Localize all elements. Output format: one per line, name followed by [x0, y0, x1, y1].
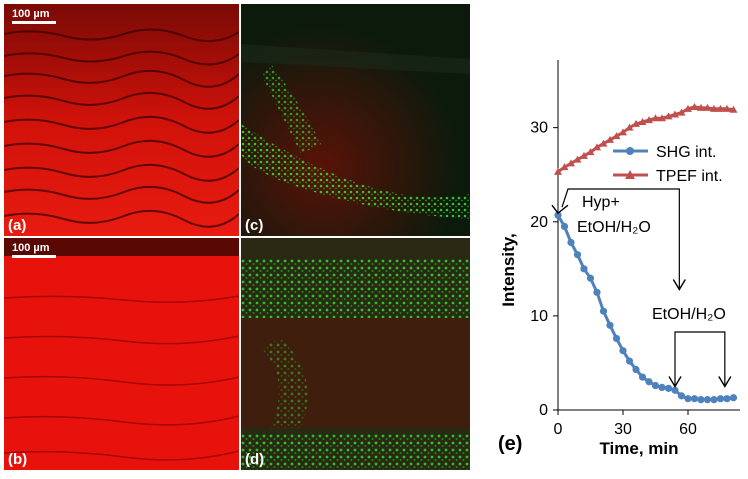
data-point	[664, 112, 673, 120]
data-point	[560, 163, 569, 171]
data-point	[580, 265, 588, 273]
data-point	[593, 143, 601, 151]
data-point	[716, 104, 725, 112]
scale-bar-label: 100 µm	[12, 242, 50, 254]
legend-marker	[625, 170, 635, 179]
micrograph-a: 100 µm (a)	[4, 4, 239, 236]
micrograph-d: (d)	[241, 238, 470, 470]
x-tick-label: 0	[554, 421, 563, 438]
data-point	[710, 396, 718, 404]
data-point	[710, 104, 718, 112]
y-tick-label: 30	[530, 120, 548, 137]
arrowhead-start	[551, 204, 569, 215]
micrograph-b: 100 µm (b)	[4, 238, 239, 470]
data-point	[658, 383, 666, 392]
arrowhead-end	[672, 279, 686, 291]
x-tick-label: 30	[614, 421, 632, 438]
micrograph-a-image	[4, 4, 239, 236]
data-point	[554, 211, 562, 219]
data-point	[723, 104, 731, 112]
y-axis-label: Intensity,	[499, 233, 518, 306]
data-point	[697, 103, 705, 111]
data-point	[554, 167, 562, 175]
data-point	[729, 105, 738, 113]
x-axis-label: Time, min	[599, 439, 678, 458]
annotation-hyp-line2: EtOH/H₂O	[577, 219, 651, 236]
y-tick-label: 0	[539, 402, 548, 419]
data-point	[567, 238, 575, 247]
bracket-hyp	[561, 188, 680, 290]
data-point	[586, 274, 595, 282]
arrowhead-etoh-2	[718, 376, 732, 388]
data-point	[677, 392, 686, 400]
data-point	[619, 128, 627, 136]
data-point	[560, 222, 569, 231]
series-line-tpef	[557, 105, 734, 174]
data-point	[658, 114, 666, 122]
data-point	[723, 395, 731, 403]
data-point	[638, 373, 647, 381]
annotation-etoh: EtOH/H₂O	[652, 306, 726, 323]
panel-label-d: (d)	[245, 451, 265, 468]
data-point	[729, 394, 738, 402]
data-point	[671, 110, 679, 118]
micrograph-c-image	[241, 4, 470, 236]
data-point	[612, 132, 621, 140]
data-point	[573, 251, 582, 259]
data-point	[606, 135, 614, 143]
data-point	[651, 381, 660, 390]
data-point	[599, 307, 608, 315]
data-point	[677, 108, 686, 116]
data-point	[664, 384, 673, 392]
data-point	[703, 396, 712, 404]
legend-marker	[626, 147, 634, 155]
scale-bar-line	[12, 21, 56, 24]
y-tick-label: 10	[530, 308, 548, 325]
legend-label: SHG int.	[656, 144, 716, 161]
data-point	[625, 357, 634, 365]
annotation-hyp-line1: Hyp+	[582, 194, 620, 211]
data-point	[573, 155, 582, 163]
y-tick-label: 20	[530, 214, 548, 231]
data-point	[599, 139, 608, 147]
data-point	[645, 116, 653, 124]
data-point	[690, 395, 699, 403]
data-point	[703, 103, 712, 111]
data-point	[625, 123, 634, 131]
data-point	[580, 151, 588, 159]
scale-bar-a: 100 µm	[12, 8, 56, 24]
panel-label-e: (e)	[498, 433, 522, 455]
data-point	[651, 114, 660, 122]
data-point	[638, 118, 647, 125]
micrograph-b-image	[4, 238, 239, 470]
data-point	[632, 119, 640, 127]
data-point	[567, 159, 575, 167]
data-point	[684, 395, 692, 403]
data-point	[690, 102, 699, 110]
data-point	[586, 148, 595, 156]
data-point	[697, 396, 705, 404]
panel-label-b: (b)	[8, 451, 28, 468]
arrowhead-etoh-1	[668, 376, 682, 388]
bracket-etoh	[674, 331, 726, 387]
data-point	[671, 386, 679, 394]
scale-bar-label: 100 µm	[12, 8, 50, 20]
data-point	[684, 104, 692, 112]
data-point	[645, 378, 653, 386]
micrograph-d-image	[241, 238, 470, 470]
data-point	[632, 365, 640, 374]
data-point	[593, 288, 601, 296]
data-point	[612, 334, 621, 343]
panel-label-c: (c)	[245, 217, 264, 234]
data-point	[716, 395, 725, 403]
data-point	[606, 321, 614, 329]
panel-label-a: (a)	[8, 217, 27, 234]
scale-bar-b: 100 µm	[12, 242, 56, 258]
data-point	[619, 347, 627, 355]
legend-label: TPEF int.	[656, 168, 723, 185]
scale-bar-line	[12, 255, 56, 258]
micrograph-c: (c)	[241, 4, 470, 236]
x-tick-label: 60	[679, 421, 697, 438]
